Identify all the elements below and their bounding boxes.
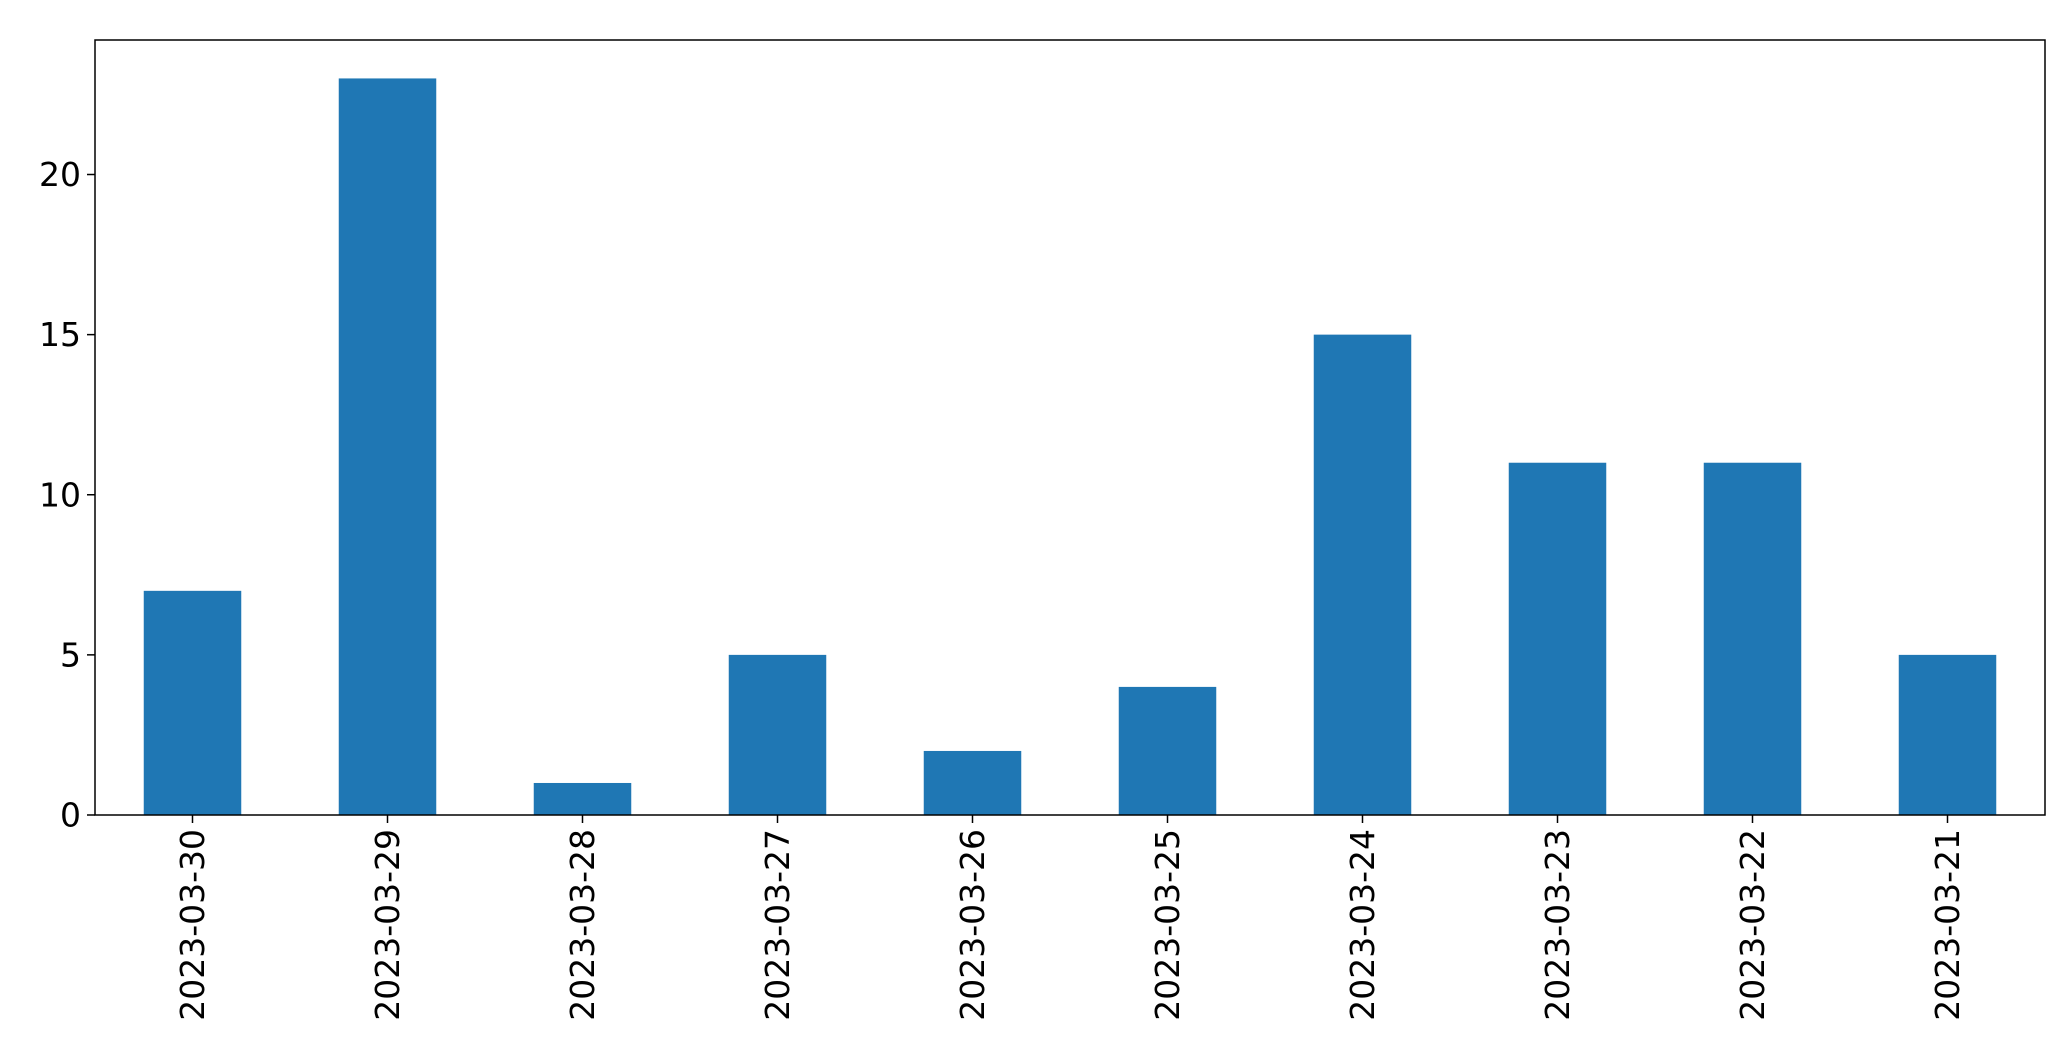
y-tick-label: 0 [60, 796, 81, 835]
x-tick-label: 2023-03-30 [173, 829, 212, 1021]
x-axis: 2023-03-30 2023-03-29 2023-03-28 2023-03-27… [173, 815, 1967, 1021]
y-tick-label: 10 [39, 475, 81, 514]
bar-2023-03-30 [143, 590, 242, 815]
x-tick-label: 2023-03-25 [1148, 829, 1187, 1021]
bar-2023-03-28 [533, 782, 632, 815]
x-tick-label: 2023-03-22 [1733, 829, 1772, 1021]
x-tick-label: 2023-03-28 [563, 829, 602, 1021]
bar-2023-03-23 [1508, 462, 1607, 815]
bar-2023-03-27 [728, 654, 827, 815]
bar-2023-03-25 [1118, 686, 1217, 815]
x-tick-label: 2023-03-21 [1928, 829, 1967, 1021]
x-tick-label: 2023-03-23 [1538, 829, 1577, 1021]
x-tick-label: 2023-03-24 [1343, 829, 1382, 1021]
x-tick-label: 2023-03-29 [368, 829, 407, 1021]
y-tick-label: 20 [39, 155, 81, 194]
x-tick-label: 2023-03-27 [758, 829, 797, 1021]
bar-2023-03-29 [338, 78, 437, 815]
y-tick-label: 5 [60, 635, 81, 674]
bar-2023-03-24 [1313, 334, 1412, 815]
y-tick-label: 15 [39, 315, 81, 354]
x-tick-label: 2023-03-26 [953, 829, 992, 1021]
bars-layer [143, 78, 1997, 815]
bar-2023-03-21 [1898, 654, 1997, 815]
y-axis: 0 5 10 15 20 [39, 155, 95, 835]
bar-2023-03-26 [923, 750, 1022, 815]
bar-2023-03-22 [1703, 462, 1802, 815]
plot-frame [94, 39, 2046, 816]
